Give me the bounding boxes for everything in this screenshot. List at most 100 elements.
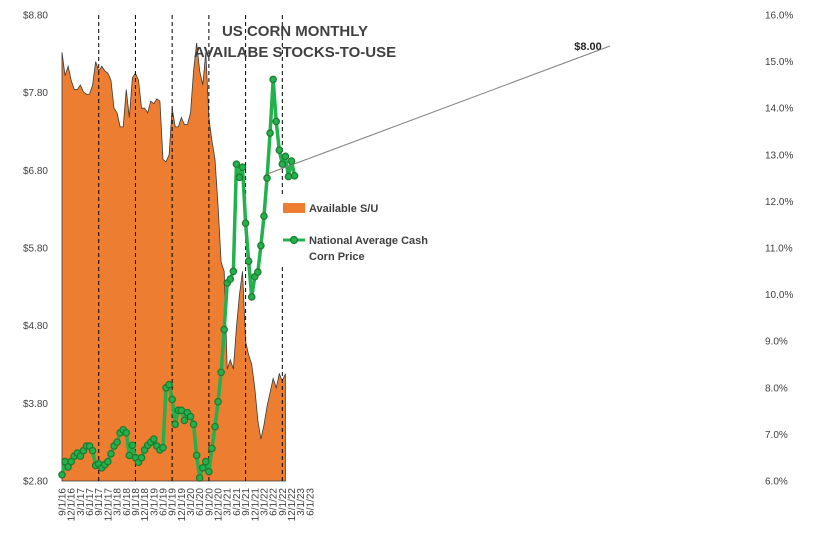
price-point	[137, 453, 146, 462]
x-axis-tick-label: 3/1/21	[223, 488, 234, 516]
price-point	[58, 470, 66, 479]
legend-label-line: National Average Cash	[309, 235, 428, 247]
x-axis-tick-label: 9/1/17	[94, 488, 105, 516]
price-point	[122, 429, 131, 437]
x-axis-tick-label: 6/1/17	[85, 488, 96, 516]
x-axis-tick-label: 3/1/22	[259, 488, 270, 516]
chart-title-line-2: AVAILABE STOCKS-TO-USE	[194, 44, 396, 61]
x-axis-tick-label: 9/1/16	[58, 488, 69, 516]
price-point	[205, 467, 213, 476]
price-point	[257, 241, 265, 250]
legend-label-line-2: Corn Price	[309, 251, 365, 263]
price-point	[254, 268, 262, 276]
legend-label-area: Available S/U	[309, 203, 378, 215]
x-axis-tick-label: 12/1/19	[177, 488, 188, 522]
x-axis-tick-label: 6/1/23	[305, 488, 316, 516]
right-axis-tick-label: 7.0%	[765, 430, 788, 441]
left-axis-tick-label: $4.80	[23, 321, 48, 332]
price-point	[159, 443, 167, 452]
price-point	[287, 157, 296, 165]
right-y-axis: 6.0% 7.0% 8.0% 9.0% 10.0% 11.0% 12.0% 13.0% 14.0…	[765, 11, 793, 488]
price-point	[208, 444, 216, 453]
x-axis-tick-label: 9/1/18	[131, 488, 142, 516]
legend-swatch-marker	[289, 235, 299, 245]
left-axis-tick-label: $2.80	[23, 477, 48, 488]
x-axis-tick-label: 6/1/21	[232, 488, 243, 516]
left-y-axis: $2.80 $3.80 $4.80 $5.80 $6.80 $7.80 $8.80	[23, 11, 48, 488]
price-point	[113, 438, 121, 446]
price-point	[235, 173, 244, 182]
x-axis-tick-label: 9/1/20	[204, 488, 215, 516]
right-axis-tick-label: 9.0%	[765, 337, 788, 348]
chart-title-line-1: US CORN MONTHLY	[222, 23, 368, 40]
right-axis-tick-label: 11.0%	[765, 244, 793, 255]
price-point	[272, 117, 281, 126]
x-axis-tick-label: 12/1/18	[140, 488, 151, 522]
price-point	[217, 368, 225, 377]
stocks-to-use-area	[61, 42, 286, 482]
price-point	[180, 416, 189, 425]
price-point	[168, 395, 176, 404]
x-axis-tick-label: 12/1/16	[67, 488, 78, 522]
price-point	[165, 380, 173, 389]
price-point	[281, 152, 290, 161]
callout-label: $8.00	[574, 41, 602, 53]
x-axis-tick-label: 12/1/20	[214, 488, 225, 522]
stocks-to-use-area-layer	[61, 42, 286, 482]
price-point	[226, 275, 235, 283]
right-axis-tick-label: 14.0%	[765, 104, 793, 115]
right-axis-tick-label: 8.0%	[765, 383, 788, 394]
price-point	[189, 420, 198, 429]
price-point	[260, 212, 268, 220]
price-point	[150, 435, 158, 443]
x-axis-tick-label: 6/1/20	[195, 488, 206, 516]
callout-leader-line	[266, 45, 611, 175]
price-point	[244, 257, 253, 266]
x-axis-tick-label: 6/1/19	[158, 488, 169, 516]
price-point	[211, 422, 219, 431]
right-axis-tick-label: 6.0%	[765, 477, 788, 488]
price-point	[214, 397, 222, 406]
right-axis-tick-label: 12.0%	[765, 197, 793, 208]
price-point	[125, 451, 134, 460]
legend: Available S/U National Average Cash Corn…	[275, 194, 433, 266]
x-axis-tick-label: 6/1/22	[269, 488, 280, 516]
price-point	[128, 441, 137, 450]
legend-swatch-area	[283, 203, 305, 213]
price-marker-layer	[58, 75, 299, 482]
price-point	[186, 412, 195, 421]
price-point	[269, 75, 277, 84]
price-point	[104, 457, 112, 466]
right-axis-tick-label: 16.0%	[765, 11, 793, 22]
x-axis-tick-label: 12/1/21	[250, 488, 261, 522]
x-axis-tick-label: 3/1/23	[296, 488, 307, 516]
left-axis-tick-label: $8.80	[23, 11, 48, 22]
x-axis-tick-label: 3/1/20	[186, 488, 197, 516]
price-point	[195, 474, 204, 482]
price-point	[232, 160, 241, 168]
left-axis-tick-label: $5.80	[23, 244, 48, 255]
price-point	[263, 174, 271, 182]
x-axis-tick-label: 12/1/17	[103, 488, 114, 522]
price-point	[88, 446, 97, 455]
price-point	[171, 420, 180, 429]
right-axis-tick-label: 10.0%	[765, 290, 793, 301]
price-point	[192, 451, 201, 460]
price-point	[290, 171, 299, 180]
x-axis-tick-label: 3/1/17	[76, 488, 87, 516]
left-axis-tick-label: $3.80	[23, 399, 48, 410]
x-axis-tick-label: 9/1/22	[278, 488, 289, 516]
x-axis-tick-label: 6/1/18	[122, 488, 133, 516]
price-point	[229, 267, 238, 276]
price-callout: $8.00	[266, 41, 611, 175]
price-point	[247, 293, 256, 301]
right-axis-tick-label: 13.0%	[765, 150, 793, 161]
price-point	[278, 160, 287, 168]
price-point	[202, 457, 210, 466]
right-axis-tick-label: 15.0%	[765, 57, 793, 68]
x-axis-tick-label: 9/1/19	[168, 488, 179, 516]
price-point	[107, 450, 115, 458]
left-axis-tick-label: $6.80	[23, 166, 48, 177]
